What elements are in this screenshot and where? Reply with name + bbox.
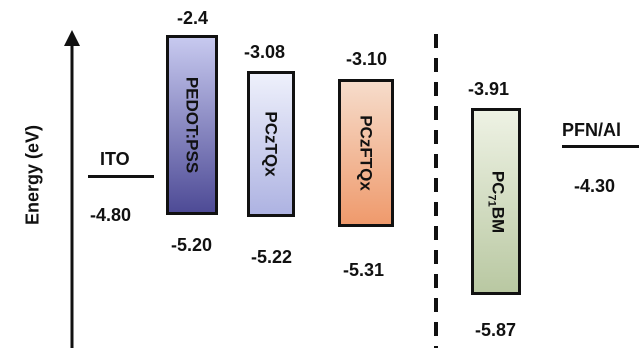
ito-label: ITO [100, 149, 130, 169]
ito-level-line [88, 175, 154, 178]
pczftqx-bar: PCzFTQx [338, 79, 394, 227]
pczftqx-name: PCzFTQx [356, 115, 376, 191]
pcztqx-top-value: -3.08 [244, 42, 286, 62]
pedot-pss-name: PEDOT:PSS [182, 76, 202, 174]
pc71bm-top-value: -3.91 [468, 79, 510, 99]
pc71bm-bottom-value: -5.87 [475, 320, 517, 340]
pedot-pss-bar: PEDOT:PSS [166, 35, 218, 215]
ito-level-value: -4.80 [90, 205, 132, 225]
pc71bm-name: PC71BM [485, 170, 508, 233]
pc71bm-bar: PC71BM [471, 108, 521, 295]
energy-axis-arrow [64, 30, 80, 348]
pfn-al-level-line [562, 145, 639, 148]
pfn-al-label: PFN/Al [562, 120, 622, 140]
pcztqx-bottom-value: -5.22 [251, 247, 293, 267]
pczftqx-top-value: -3.10 [346, 49, 388, 69]
pfn-al-level-value: -4.30 [574, 176, 616, 196]
pedot-top-value: -2.4 [177, 8, 209, 28]
pcztqx-bar: PCzTQx [247, 71, 295, 217]
pcztqx-name: PCzTQx [261, 111, 281, 177]
interface-divider [434, 34, 438, 348]
pczftqx-bottom-value: -5.31 [343, 260, 385, 280]
pedot-bottom-value: -5.20 [171, 235, 213, 255]
